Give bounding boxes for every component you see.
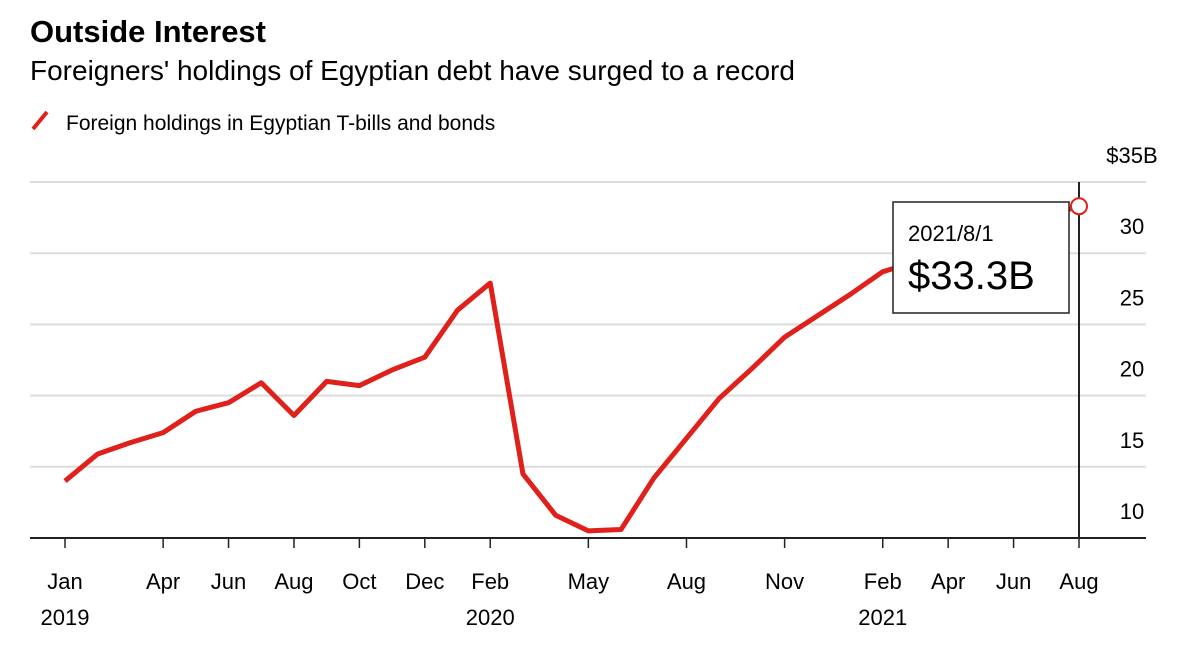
tooltip-date: 2021/8/1 [908,221,994,246]
y-tick-label: 10 [1120,499,1144,524]
x-tick-label: Jun [996,569,1031,594]
x-tick-label: Aug [274,569,313,594]
x-tick-label: Apr [931,569,965,594]
x-tick-label: Dec [405,569,444,594]
x-tick-year: 2020 [466,605,515,630]
x-tick-label: Feb [471,569,509,594]
x-tick-label: Nov [765,569,804,594]
x-tick-label: Apr [146,569,180,594]
hover-point [1070,197,1088,216]
chart-title: Outside Interest [30,14,266,49]
x-tick-label: Feb [864,569,902,594]
legend-swatch [31,110,49,131]
x-tick-year: 2019 [41,605,90,630]
chart-subtitle: Foreigners' holdings of Egyptian debt ha… [30,55,795,86]
tooltip-box [892,201,1070,314]
x-tick-label: May [568,569,610,594]
y-tick-label: $35B [1106,143,1157,168]
y-tick-label: 15 [1120,428,1144,453]
y-tick-label: 20 [1120,357,1144,382]
x-tick-year: 2021 [858,605,907,630]
y-tick-label: 25 [1120,285,1144,310]
x-tick-label: Aug [1059,569,1098,594]
x-tick-label: Jan [47,569,82,594]
legend-label: Foreign holdings in Egyptian T-bills and… [66,112,495,135]
x-tick-label: Oct [342,569,376,594]
tooltip-value: $33.3B [908,254,1035,298]
y-tick-label: 30 [1120,214,1144,239]
x-tick-label: Aug [667,569,706,594]
x-tick-label: Jun [211,569,246,594]
